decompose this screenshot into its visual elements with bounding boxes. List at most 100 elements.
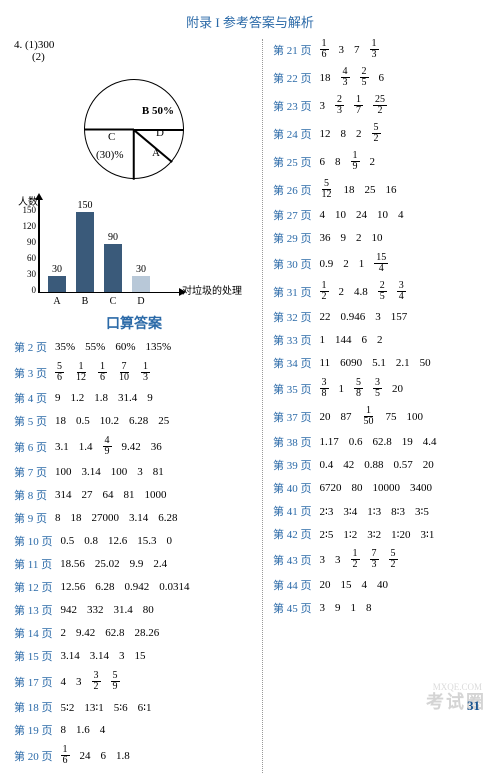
two-column-layout: 4. (1)300 (2) B 50% C (30)% D A 人数 15012…: [14, 39, 486, 773]
answer-value: 4.8: [354, 286, 368, 298]
answer-row: 第 5 页 180.510.26.2825: [14, 413, 254, 429]
answer-values: 220.9463157: [320, 311, 408, 323]
answer-value: 2: [61, 627, 67, 639]
answer-row: 第 45 页 3918: [273, 600, 482, 616]
answer-values: 29.4262.828.26: [61, 627, 160, 639]
answer-value: 6∶1: [138, 701, 152, 714]
answer-values: 32317252: [320, 95, 388, 116]
answer-value: 15: [135, 650, 146, 662]
answer-row: 第 19 页 81.64: [14, 722, 254, 738]
answer-fraction: 49: [103, 436, 112, 457]
question-4: 4. (1)300 (2): [14, 39, 254, 63]
page-ref: 第 44 页: [273, 577, 312, 593]
page-ref: 第 13 页: [14, 602, 53, 618]
answer-value: 7: [354, 44, 360, 56]
answer-values: 369210: [320, 232, 383, 244]
page-ref: 第 3 页: [14, 365, 47, 381]
answer-value: 4: [100, 724, 106, 736]
answer-value: 24: [80, 750, 91, 762]
answer-row: 第 11 页 18.5625.029.92.4: [14, 556, 254, 572]
page-ref: 第 9 页: [14, 510, 47, 526]
y-axis: [38, 197, 40, 293]
left-column: 4. (1)300 (2) B 50% C (30)% D A 人数 15012…: [14, 39, 254, 773]
answer-value: 75: [386, 411, 397, 423]
answer-value: 314: [55, 489, 72, 501]
answer-value: 6: [101, 750, 107, 762]
page-ref: 第 2 页: [14, 339, 47, 355]
answer-value: 4: [320, 209, 326, 221]
answer-values: 3.11.4499.4236: [55, 436, 162, 457]
answer-value: 27: [82, 489, 93, 501]
pie-label-a: A: [152, 147, 160, 159]
answer-row: 第 8 页 3142764811000: [14, 487, 254, 503]
answer-value: 80: [352, 482, 363, 494]
answer-row: 第 15 页 3.143.14315: [14, 648, 254, 664]
answer-values: 381583520: [320, 378, 404, 399]
answer-row: 第 22 页 1843256: [273, 67, 482, 88]
q4-part1: 4. (1)300: [14, 39, 254, 51]
page-number: 31: [467, 698, 480, 714]
answer-row: 第 35 页 381583520: [273, 378, 482, 399]
answer-row: 第 20 页 162461.8: [14, 745, 254, 766]
answer-values: 0.4420.880.5720: [320, 459, 434, 471]
page-ref: 第 43 页: [273, 552, 312, 568]
answer-fraction: 52: [389, 549, 398, 570]
answer-row: 第 44 页 2015440: [273, 577, 482, 593]
page-ref: 第 10 页: [14, 533, 53, 549]
answer-value: 18.56: [60, 558, 85, 570]
page-ref: 第 33 页: [273, 332, 312, 348]
page-ref: 第 31 页: [273, 284, 312, 300]
answer-row: 第 21 页 163713: [273, 39, 482, 60]
answer-values: 35%55%60%135%: [55, 341, 171, 353]
answer-value: 0.9: [320, 258, 334, 270]
answer-value: 5∶6: [114, 701, 128, 714]
answer-value: 1.2: [71, 392, 85, 404]
answer-value: 10000: [373, 482, 401, 494]
answer-value: 2.4: [153, 558, 167, 570]
answer-row: 第 10 页 0.50.812.615.30: [14, 533, 254, 549]
answer-row: 第 38 页 1.170.662.8194.4: [273, 434, 482, 450]
answer-fraction: 59: [111, 671, 120, 692]
answer-fraction: 16: [320, 39, 329, 60]
page-ref: 第 34 页: [273, 355, 312, 371]
answer-values: 0.921154: [320, 253, 389, 274]
page-ref: 第 37 页: [273, 409, 312, 425]
answer-row: 第 29 页 369210: [273, 230, 482, 246]
answer-value: 1.8: [94, 392, 108, 404]
answer-values: 114462: [320, 334, 383, 346]
x-tick-label: A: [47, 296, 67, 307]
answer-values: 818270003.146.28: [55, 512, 178, 524]
page-header: 附录 I 参考答案与解析: [14, 12, 486, 31]
answer-value: 11: [320, 357, 331, 369]
bar-B: [76, 212, 94, 292]
answer-row: 第 23 页 32317252: [273, 95, 482, 116]
answer-values: 1.170.662.8194.4: [320, 436, 437, 448]
answer-value: 50: [420, 357, 431, 369]
answer-value: 12.6: [108, 535, 127, 547]
answer-value: 8: [335, 156, 341, 168]
answer-value: 19: [402, 436, 413, 448]
answer-values: 91.21.831.49: [55, 392, 153, 404]
answer-value: 3: [335, 554, 341, 566]
answer-value: 40: [377, 579, 388, 591]
answer-value: 332: [87, 604, 104, 616]
page-ref: 第 22 页: [273, 70, 312, 86]
answer-value: 1∶20: [391, 528, 410, 541]
answer-value: 9: [335, 602, 341, 614]
answer-value: 3: [339, 44, 345, 56]
page-ref: 第 14 页: [14, 625, 53, 641]
answer-row: 第 3 页 561121671013: [14, 362, 254, 383]
y-tick-label: 120: [14, 221, 36, 231]
answer-values: 1224.82534: [320, 281, 406, 302]
answer-value: 1∶3: [367, 505, 381, 518]
answer-value: 6720: [320, 482, 342, 494]
answer-value: 3∶5: [415, 505, 429, 518]
answer-row: 第 17 页 433259: [14, 671, 254, 692]
answer-value: 81: [153, 466, 164, 478]
y-tick-label: 0: [14, 285, 36, 295]
answer-values: 672080100003400: [320, 482, 433, 494]
answer-value: 1.4: [79, 441, 93, 453]
answer-values: 180.510.26.2825: [55, 415, 169, 427]
answer-value: 4: [362, 579, 368, 591]
pie-label-c-pct: (30)%: [96, 149, 124, 161]
